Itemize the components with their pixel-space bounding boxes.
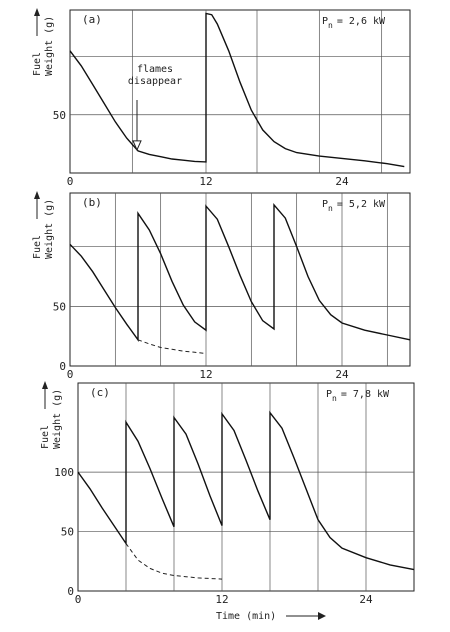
x-tick-label: 0 xyxy=(67,368,74,381)
y-tick-label: 0 xyxy=(67,585,74,598)
y-axis-arrow-head xyxy=(34,8,40,16)
annotation-label: flames disappear xyxy=(128,64,182,87)
power-label: Pn = 7,8 kW xyxy=(326,389,390,403)
y-axis-label: Weight (g) xyxy=(44,16,55,76)
y-axis-arrow-head xyxy=(34,191,40,199)
x-axis-label: Time (min) xyxy=(216,611,276,622)
x-tick-label: 12 xyxy=(199,368,212,381)
y-tick-label: 50 xyxy=(61,526,74,539)
power-label: Pn = 2,6 kW xyxy=(322,16,386,30)
panel-label: (b) xyxy=(82,196,102,209)
series-line xyxy=(69,12,405,168)
x-tick-label: 24 xyxy=(335,175,349,188)
y-tick-label: 100 xyxy=(54,466,74,479)
plot-frame xyxy=(69,192,411,367)
chart-panel-c: 0 12 24 0 50 100 (c) Pn = 7,8 kW Fuel Weight (g) xyxy=(40,381,415,606)
x-tick-label: 12 xyxy=(199,175,212,188)
plot-frame xyxy=(69,9,411,174)
series-line xyxy=(77,410,415,571)
chart-panel-a: 0 12 24 50 (a) Pn = 2,6 kW Fuel Weight (g) flames… xyxy=(32,8,411,188)
y-tick-label: 50 xyxy=(53,300,66,313)
series-line-dashed xyxy=(137,339,207,354)
x-tick-label: 24 xyxy=(335,368,349,381)
series-line-dashed xyxy=(125,543,223,580)
annotation-arrow-head xyxy=(132,140,142,152)
x-tick-label: 24 xyxy=(359,593,373,606)
series-line xyxy=(69,203,411,342)
y-tick-label: 0 xyxy=(59,360,66,373)
panel-label: (c) xyxy=(90,386,110,399)
x-axis-arrow xyxy=(286,612,326,620)
y-axis-label: Fuel xyxy=(40,425,51,449)
power-label: Pn = 5,2 kW xyxy=(322,199,386,213)
plot-frame xyxy=(77,382,415,592)
x-tick-label: 0 xyxy=(75,593,82,606)
x-tick-label: 0 xyxy=(67,175,74,188)
y-tick-label: 50 xyxy=(53,109,66,122)
panel-label: (a) xyxy=(82,13,102,26)
x-tick-label: 12 xyxy=(215,593,228,606)
y-axis-label: Fuel xyxy=(32,52,43,76)
y-axis-label: Weight (g) xyxy=(44,199,55,259)
y-axis-label: Fuel xyxy=(32,235,43,259)
chart-panel-b: 0 12 24 0 50 (b) Pn = 5,2 kW Fuel Weight (g) xyxy=(32,191,411,381)
y-axis-label: Weight (g) xyxy=(52,389,63,449)
y-axis-arrow-head xyxy=(42,381,48,389)
